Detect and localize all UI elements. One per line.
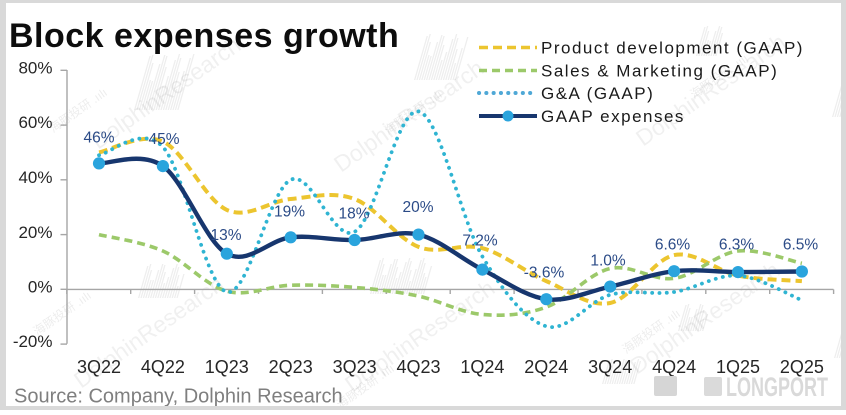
svg-text:60%: 60% xyxy=(18,113,52,132)
svg-text:3Q23: 3Q23 xyxy=(333,357,377,377)
svg-text:Source: Company, Dolphin Resea: Source: Company, Dolphin Research xyxy=(14,386,343,408)
svg-text:20%: 20% xyxy=(402,199,433,216)
svg-text:45%: 45% xyxy=(148,131,179,148)
svg-text:6.5%: 6.5% xyxy=(783,236,819,253)
svg-text:6.6%: 6.6% xyxy=(655,236,691,253)
svg-text:4Q22: 4Q22 xyxy=(141,357,185,377)
svg-text:3Q24: 3Q24 xyxy=(588,357,632,377)
svg-text:46%: 46% xyxy=(83,129,114,146)
svg-text:Sales & Marketing (GAAP): Sales & Marketing (GAAP) xyxy=(541,62,778,81)
svg-text:-3.6%: -3.6% xyxy=(524,264,565,281)
svg-text:2Q23: 2Q23 xyxy=(269,357,313,377)
svg-text:1.0%: 1.0% xyxy=(590,252,626,269)
svg-text:18%: 18% xyxy=(338,205,369,222)
svg-text:1Q25: 1Q25 xyxy=(716,357,760,377)
svg-text:80%: 80% xyxy=(18,59,52,78)
svg-text:3Q22: 3Q22 xyxy=(77,357,121,377)
svg-text:Product development (GAAP): Product development (GAAP) xyxy=(541,39,804,58)
svg-text:2Q24: 2Q24 xyxy=(524,357,568,377)
svg-text:4Q24: 4Q24 xyxy=(652,357,696,377)
svg-text:20%: 20% xyxy=(18,223,52,242)
svg-text:-20%: -20% xyxy=(13,332,53,351)
svg-text:2Q25: 2Q25 xyxy=(780,357,824,377)
svg-text:19%: 19% xyxy=(274,203,305,220)
svg-text:G&A (GAAP): G&A (GAAP) xyxy=(541,84,654,103)
svg-text:40%: 40% xyxy=(18,168,52,187)
svg-text:Block expenses growth: Block expenses growth xyxy=(9,17,399,55)
svg-text:1Q23: 1Q23 xyxy=(205,357,249,377)
svg-text:LONGPORT: LONGPORT xyxy=(726,372,828,402)
svg-text:7.2%: 7.2% xyxy=(462,232,498,249)
svg-text:GAAP expenses: GAAP expenses xyxy=(541,107,685,126)
svg-text:13%: 13% xyxy=(210,227,241,244)
svg-text:0%: 0% xyxy=(28,278,53,297)
svg-text:1Q24: 1Q24 xyxy=(460,357,504,377)
svg-text:4Q23: 4Q23 xyxy=(396,357,440,377)
svg-text:6.3%: 6.3% xyxy=(719,236,755,253)
